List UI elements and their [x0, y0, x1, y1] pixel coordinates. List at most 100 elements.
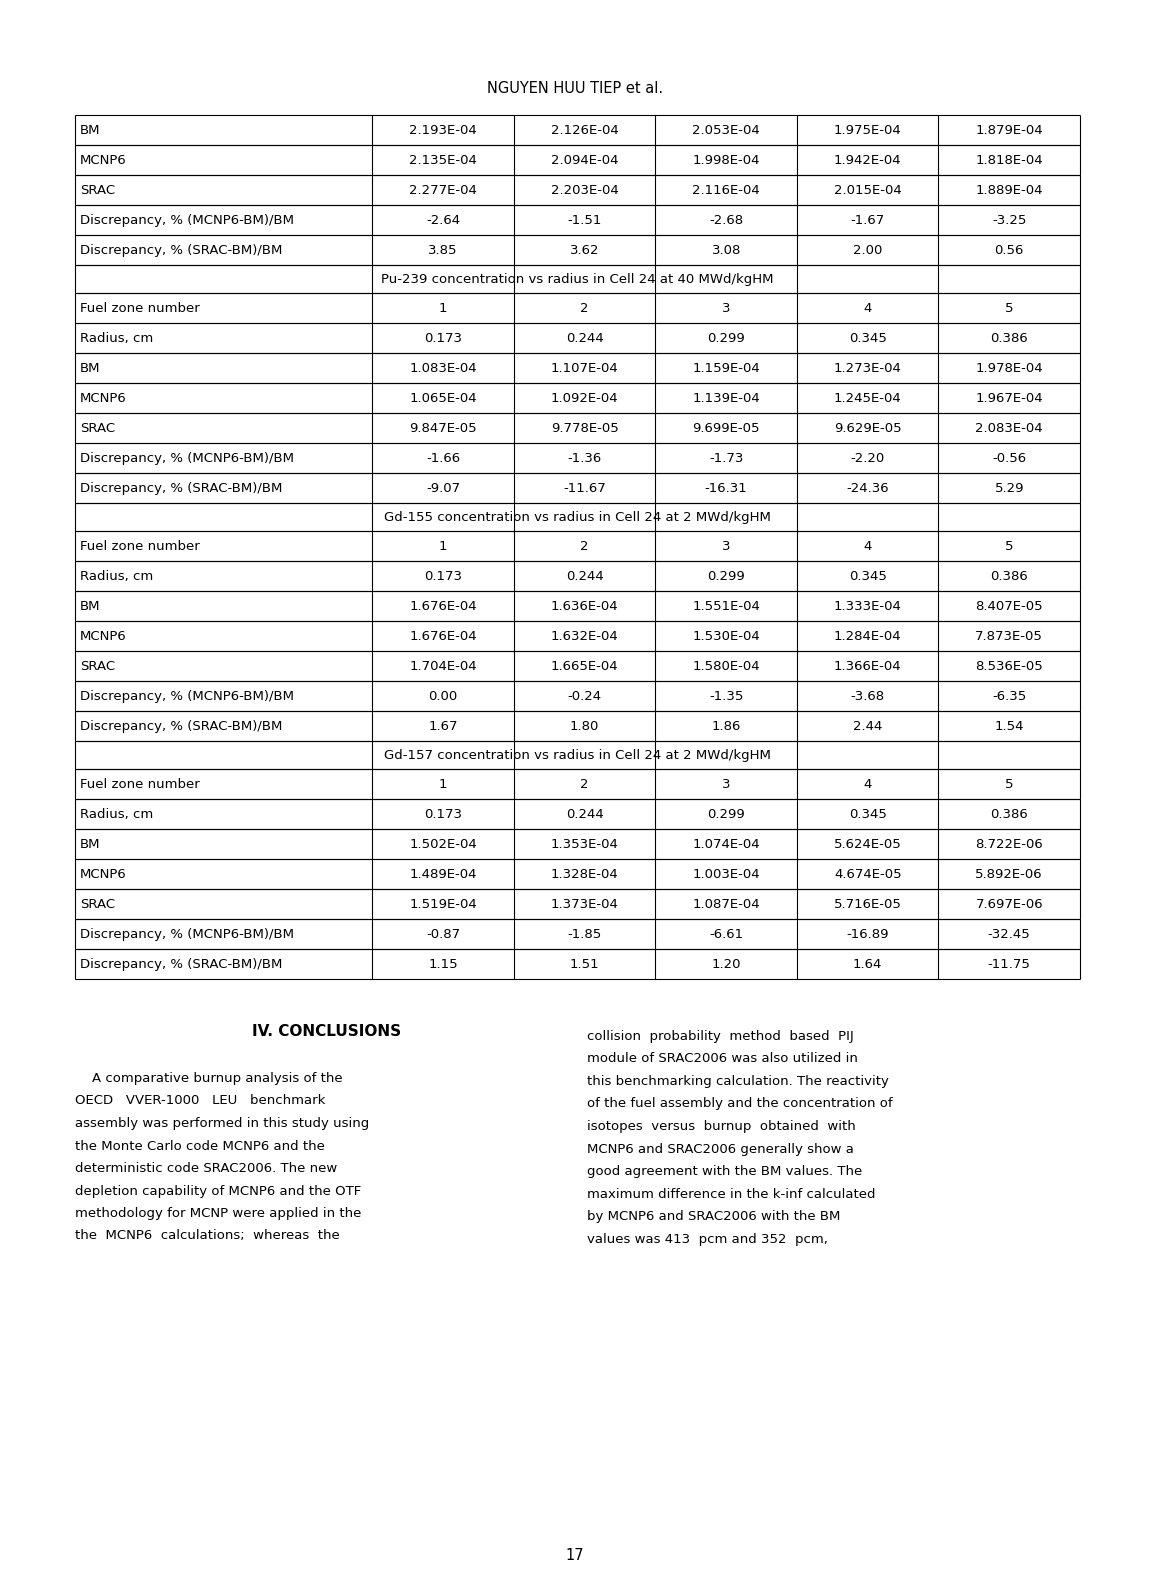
Text: Discrepancy, % (SRAC-BM)/BM: Discrepancy, % (SRAC-BM)/BM — [81, 958, 282, 971]
Text: 3: 3 — [722, 301, 731, 314]
Text: good agreement with the BM values. The: good agreement with the BM values. The — [587, 1165, 863, 1178]
Text: -0.87: -0.87 — [426, 928, 460, 940]
Text: 5: 5 — [1005, 539, 1014, 553]
Text: -1.85: -1.85 — [567, 928, 602, 940]
Text: SRAC: SRAC — [81, 660, 115, 673]
Text: 2: 2 — [580, 301, 589, 314]
Text: 0.173: 0.173 — [425, 332, 463, 344]
Text: 4: 4 — [863, 301, 872, 314]
Text: 1.083E-04: 1.083E-04 — [410, 362, 477, 375]
Text: -1.51: -1.51 — [567, 214, 602, 226]
Text: 9.629E-05: 9.629E-05 — [834, 421, 901, 435]
Text: 1.273E-04: 1.273E-04 — [833, 362, 901, 375]
Text: 1.502E-04: 1.502E-04 — [410, 837, 478, 851]
Text: 1.065E-04: 1.065E-04 — [410, 392, 477, 405]
Text: 1.107E-04: 1.107E-04 — [551, 362, 618, 375]
Text: -24.36: -24.36 — [846, 481, 889, 494]
Text: 7.873E-05: 7.873E-05 — [975, 630, 1043, 642]
Text: module of SRAC2006 was also utilized in: module of SRAC2006 was also utilized in — [587, 1052, 859, 1065]
Text: 0.173: 0.173 — [425, 569, 463, 582]
Text: 1.092E-04: 1.092E-04 — [551, 392, 618, 405]
Text: 1: 1 — [439, 539, 448, 553]
Text: 9.847E-05: 9.847E-05 — [410, 421, 477, 435]
Text: 0.244: 0.244 — [566, 332, 603, 344]
Text: SRAC: SRAC — [81, 421, 115, 435]
Text: 2: 2 — [580, 778, 589, 791]
Text: MCNP6: MCNP6 — [81, 153, 127, 166]
Text: 17: 17 — [565, 1548, 585, 1562]
Text: SRAC: SRAC — [81, 183, 115, 196]
Text: 7.697E-06: 7.697E-06 — [975, 897, 1043, 910]
Text: 1.328E-04: 1.328E-04 — [551, 867, 618, 880]
Text: 1.676E-04: 1.676E-04 — [410, 599, 477, 612]
Text: Fuel zone number: Fuel zone number — [81, 539, 200, 553]
Text: Gd-155 concentration vs radius in Cell 24 at 2 MWd/kgHM: Gd-155 concentration vs radius in Cell 2… — [384, 510, 771, 523]
Text: 4: 4 — [863, 778, 872, 791]
Text: 1.074E-04: 1.074E-04 — [693, 837, 760, 851]
Text: 1.978E-04: 1.978E-04 — [975, 362, 1043, 375]
Text: 1.967E-04: 1.967E-04 — [975, 392, 1043, 405]
Text: 5.29: 5.29 — [994, 481, 1024, 494]
Text: 1.333E-04: 1.333E-04 — [833, 599, 901, 612]
Text: IV. CONCLUSIONS: IV. CONCLUSIONS — [252, 1023, 401, 1039]
Text: 3: 3 — [722, 539, 731, 553]
Text: Radius, cm: Radius, cm — [81, 569, 153, 582]
Text: 0.56: 0.56 — [994, 244, 1024, 257]
Text: 1.245E-04: 1.245E-04 — [833, 392, 901, 405]
Text: maximum difference in the k-inf calculated: maximum difference in the k-inf calculat… — [587, 1188, 876, 1200]
Text: Discrepancy, % (SRAC-BM)/BM: Discrepancy, % (SRAC-BM)/BM — [81, 719, 282, 733]
Text: 2.116E-04: 2.116E-04 — [693, 183, 760, 196]
Text: 2.053E-04: 2.053E-04 — [693, 123, 760, 137]
Text: the Monte Carlo code MCNP6 and the: the Monte Carlo code MCNP6 and the — [75, 1140, 325, 1152]
Text: 8.407E-05: 8.407E-05 — [975, 599, 1043, 612]
Text: 5: 5 — [1005, 778, 1014, 791]
Text: assembly was performed in this study using: assembly was performed in this study usi… — [75, 1117, 369, 1130]
Text: 1.632E-04: 1.632E-04 — [551, 630, 618, 642]
Text: 0.386: 0.386 — [990, 569, 1028, 582]
Text: -1.35: -1.35 — [709, 690, 744, 703]
Text: 2.44: 2.44 — [853, 719, 883, 733]
Text: 1.139E-04: 1.139E-04 — [693, 392, 760, 405]
Text: 9.699E-05: 9.699E-05 — [693, 421, 760, 435]
Text: 2.277E-04: 2.277E-04 — [410, 183, 478, 196]
Text: Pu-239 concentration vs radius in Cell 24 at 40 MWd/kgHM: Pu-239 concentration vs radius in Cell 2… — [381, 273, 773, 285]
Text: collision  probability  method  based  PIJ: collision probability method based PIJ — [587, 1030, 854, 1042]
Text: 1.676E-04: 1.676E-04 — [410, 630, 477, 642]
Text: 1.51: 1.51 — [570, 958, 600, 971]
Text: by MCNP6 and SRAC2006 with the BM: by MCNP6 and SRAC2006 with the BM — [587, 1210, 841, 1223]
Text: 1.975E-04: 1.975E-04 — [833, 123, 901, 137]
Text: -2.64: -2.64 — [426, 214, 460, 226]
Text: isotopes  versus  burnup  obtained  with: isotopes versus burnup obtained with — [587, 1121, 856, 1133]
Text: -2.68: -2.68 — [709, 214, 744, 226]
Text: 1: 1 — [439, 778, 448, 791]
Text: BM: BM — [81, 837, 100, 851]
Text: BM: BM — [81, 362, 100, 375]
Text: 0.345: 0.345 — [848, 569, 886, 582]
Text: 1.889E-04: 1.889E-04 — [976, 183, 1043, 196]
Text: Gd-157 concentration vs radius in Cell 24 at 2 MWd/kgHM: Gd-157 concentration vs radius in Cell 2… — [384, 749, 771, 762]
Text: 0.299: 0.299 — [708, 332, 745, 344]
Text: Fuel zone number: Fuel zone number — [81, 301, 200, 314]
Text: -0.24: -0.24 — [567, 690, 602, 703]
Text: OECD   VVER-1000   LEU   benchmark: OECD VVER-1000 LEU benchmark — [75, 1095, 326, 1108]
Text: 5.624E-05: 5.624E-05 — [833, 837, 901, 851]
Text: 1.86: 1.86 — [711, 719, 741, 733]
Text: Discrepancy, % (SRAC-BM)/BM: Discrepancy, % (SRAC-BM)/BM — [81, 481, 282, 494]
Text: NGUYEN HUU TIEP et al.: NGUYEN HUU TIEP et al. — [487, 81, 663, 96]
Text: 8.722E-06: 8.722E-06 — [975, 837, 1043, 851]
Text: 1.373E-04: 1.373E-04 — [551, 897, 619, 910]
Text: 0.173: 0.173 — [425, 808, 463, 821]
Text: A comparative burnup analysis of the: A comparative burnup analysis of the — [75, 1073, 343, 1086]
Text: Discrepancy, % (SRAC-BM)/BM: Discrepancy, % (SRAC-BM)/BM — [81, 244, 282, 257]
Text: 3.08: 3.08 — [711, 244, 741, 257]
Text: 4: 4 — [863, 539, 872, 553]
Text: -3.68: -3.68 — [851, 690, 885, 703]
Text: -6.35: -6.35 — [992, 690, 1027, 703]
Text: 5: 5 — [1005, 301, 1014, 314]
Text: -11.67: -11.67 — [563, 481, 607, 494]
Text: 9.778E-05: 9.778E-05 — [551, 421, 618, 435]
Text: 1: 1 — [439, 301, 448, 314]
Text: 1.704E-04: 1.704E-04 — [410, 660, 477, 673]
Text: -16.89: -16.89 — [846, 928, 889, 940]
Text: Discrepancy, % (MCNP6-BM)/BM: Discrepancy, % (MCNP6-BM)/BM — [81, 690, 294, 703]
